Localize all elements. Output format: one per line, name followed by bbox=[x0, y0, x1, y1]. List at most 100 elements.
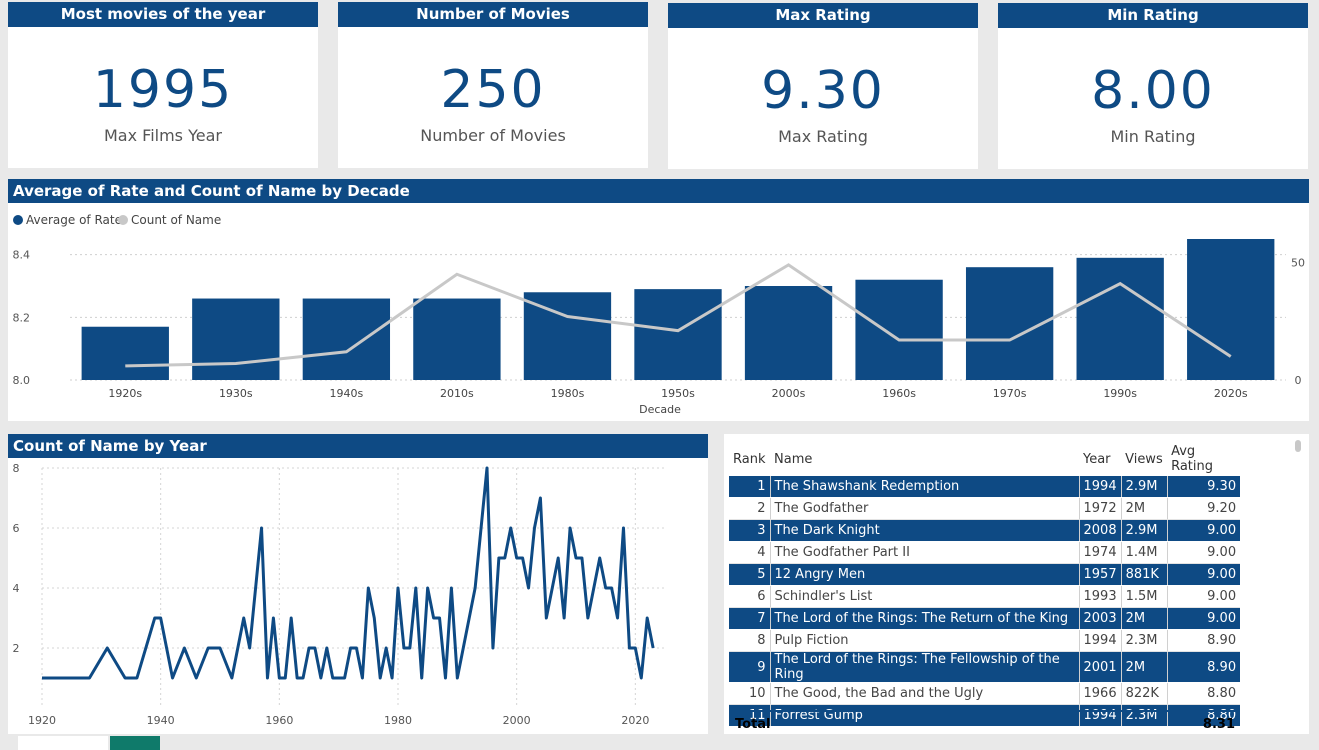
cell-year: 1957 bbox=[1078, 563, 1122, 586]
x-tick-label: 1980 bbox=[384, 714, 412, 727]
x-tick-label: 1960s bbox=[882, 387, 916, 400]
cell-year: 2001 bbox=[1078, 651, 1122, 683]
kpi-value: 250 bbox=[440, 60, 546, 120]
cell-year: 2008 bbox=[1078, 519, 1122, 542]
kpi-card-max-rating[interactable]: Max Rating 9.30 Max Rating bbox=[668, 3, 978, 169]
cell-name: Schindler's List bbox=[769, 585, 1079, 608]
year-chart-panel[interactable]: Count of Name by Year 2 4 6 8 1920 1940 1960 19… bbox=[8, 434, 708, 734]
cell-rating: 9.20 bbox=[1166, 497, 1241, 520]
cell-year: 1994 bbox=[1078, 629, 1122, 652]
cell-views: 2.9M bbox=[1120, 476, 1168, 498]
x-tick-label: 1970s bbox=[993, 387, 1027, 400]
col-header-rank[interactable]: Rank bbox=[733, 451, 766, 467]
kpi-value: 9.30 bbox=[761, 61, 885, 121]
cell-rank: 1 bbox=[729, 476, 770, 498]
col-header-name[interactable]: Name bbox=[774, 451, 813, 467]
table-row[interactable]: 8 Pulp Fiction 1994 2.3M 8.90 bbox=[729, 629, 1241, 652]
y-tick-label: 4 bbox=[13, 582, 20, 595]
decade-axis-labels: 8.0 8.2 8.4 0 50 1920s 1930s 1940s 2010s 1980s 195… bbox=[13, 249, 1306, 400]
total-value: 8.31 bbox=[1202, 717, 1235, 732]
bar-1950s bbox=[634, 289, 722, 380]
kpi-label: Max Rating bbox=[778, 127, 868, 146]
x-tick-label: 2010s bbox=[440, 387, 474, 400]
kpi-title: Most movies of the year bbox=[8, 2, 318, 27]
cell-views: 822K bbox=[1120, 682, 1168, 705]
table-row[interactable]: 1 The Shawshank Redemption 1994 2.9M 9.30 bbox=[729, 476, 1241, 498]
cell-rank: 9 bbox=[729, 651, 770, 683]
cell-views: 2M bbox=[1120, 607, 1168, 630]
table-row[interactable]: 7 The Lord of the Rings: The Return of th… bbox=[729, 607, 1241, 630]
x-axis-title: Decade bbox=[639, 403, 681, 416]
cell-year: 1974 bbox=[1078, 541, 1122, 564]
table-row[interactable]: 10 The Good, the Bad and the Ugly 1966 822K… bbox=[729, 682, 1241, 705]
cell-year: 1993 bbox=[1078, 585, 1122, 608]
x-tick-label: 1980s bbox=[551, 387, 585, 400]
y-tick-label: 8.4 bbox=[13, 249, 31, 262]
table-row[interactable]: 9 The Lord of the Rings: The Fellowship o… bbox=[729, 651, 1241, 683]
cell-rating: 9.00 bbox=[1166, 585, 1241, 608]
year-axis-labels: 2 4 6 8 1920 1940 1960 1980 2000 2020 bbox=[13, 462, 650, 727]
y-tick-label: 8.2 bbox=[13, 311, 31, 324]
cell-views: 2M bbox=[1120, 497, 1168, 520]
decade-bars bbox=[81, 239, 1275, 380]
table-row[interactable]: 3 The Dark Knight 2008 2.9M 9.00 bbox=[729, 519, 1241, 542]
cell-name: The Godfather bbox=[769, 497, 1079, 520]
decade-chart-panel[interactable]: Average of Rate and Count of Name by Dec… bbox=[8, 179, 1309, 421]
cell-rank: 8 bbox=[729, 629, 770, 652]
decade-chart-title: Average of Rate and Count of Name by Dec… bbox=[8, 179, 1309, 203]
y-tick-label: 8.0 bbox=[13, 374, 31, 387]
table-header-row: Rank Name Year Views Avg Rating bbox=[729, 442, 1240, 476]
movies-table-panel[interactable]: Rank Name Year Views Avg Rating 1 The Sha… bbox=[724, 434, 1309, 734]
cell-rating: 9.00 bbox=[1166, 541, 1241, 564]
count-line bbox=[125, 263, 1232, 368]
kpi-value: 8.00 bbox=[1091, 61, 1215, 121]
cell-year: 2003 bbox=[1078, 607, 1122, 630]
page-tab-1[interactable] bbox=[18, 736, 108, 750]
cell-name: The Lord of the Rings: The Fellowship of… bbox=[769, 651, 1079, 683]
y2-tick-label: 50 bbox=[1291, 257, 1305, 270]
year-gridlines bbox=[41, 467, 665, 708]
table-row[interactable]: 4 The Godfather Part II 1974 1.4M 9.00 bbox=[729, 541, 1241, 564]
kpi-label: Max Films Year bbox=[104, 126, 222, 145]
cell-rating: 8.90 bbox=[1166, 651, 1241, 683]
cell-rating: 8.90 bbox=[1166, 629, 1241, 652]
kpi-label: Number of Movies bbox=[420, 126, 566, 145]
cell-rank: 5 bbox=[729, 563, 770, 586]
cell-rank: 6 bbox=[729, 585, 770, 608]
kpi-card-number-of-movies[interactable]: Number of Movies 250 Number of Movies bbox=[338, 2, 648, 168]
cell-year: 1966 bbox=[1078, 682, 1122, 705]
y-tick-label: 6 bbox=[13, 522, 20, 535]
table-row[interactable]: 6 Schindler's List 1993 1.5M 9.00 bbox=[729, 585, 1241, 608]
cell-name: 12 Angry Men bbox=[769, 563, 1079, 586]
bar-1920s bbox=[81, 326, 169, 380]
page-tab-2[interactable] bbox=[110, 736, 160, 750]
cell-rank: 3 bbox=[729, 519, 770, 542]
table-row[interactable]: 2 The Godfather 1972 2M 9.20 bbox=[729, 497, 1241, 520]
chart-legend[interactable]: Average of Rate Count of Name bbox=[13, 213, 221, 227]
kpi-card-min-rating[interactable]: Min Rating 8.00 Min Rating bbox=[998, 3, 1308, 169]
kpi-card-max-films-year[interactable]: Most movies of the year 1995 Max Films Y… bbox=[8, 2, 318, 168]
col-header-year[interactable]: Year bbox=[1083, 451, 1111, 467]
cell-rank: 7 bbox=[729, 607, 770, 630]
bar-1990s bbox=[1076, 257, 1164, 380]
kpi-label: Min Rating bbox=[1110, 127, 1196, 146]
col-header-avg-rating[interactable]: Avg Rating bbox=[1171, 444, 1214, 474]
y-tick-label: 8 bbox=[13, 462, 20, 475]
year-chart-title: Count of Name by Year bbox=[8, 434, 708, 458]
cell-rating: 9.30 bbox=[1166, 476, 1241, 498]
kpi-value: 1995 bbox=[92, 60, 234, 120]
x-tick-label: 1990s bbox=[1103, 387, 1137, 400]
bar-1940s bbox=[302, 298, 391, 380]
y-tick-label: 2 bbox=[13, 642, 20, 655]
x-tick-label: 2000 bbox=[503, 714, 531, 727]
table-row[interactable]: 5 12 Angry Men 1957 881K 9.00 bbox=[729, 563, 1241, 586]
cell-rating: 9.00 bbox=[1166, 519, 1241, 542]
cell-name: The Godfather Part II bbox=[769, 541, 1079, 564]
scrollbar-thumb[interactable] bbox=[1295, 440, 1301, 452]
col-header-views[interactable]: Views bbox=[1125, 451, 1163, 467]
total-label: Total bbox=[735, 717, 771, 732]
cell-rating: 9.00 bbox=[1166, 563, 1241, 586]
y2-tick-label: 0 bbox=[1295, 374, 1302, 387]
cell-name: The Good, the Bad and the Ugly bbox=[769, 682, 1079, 705]
decade-chart: Average of Rate Count of Name 8.0 8.2 8.4 0… bbox=[13, 213, 1306, 416]
